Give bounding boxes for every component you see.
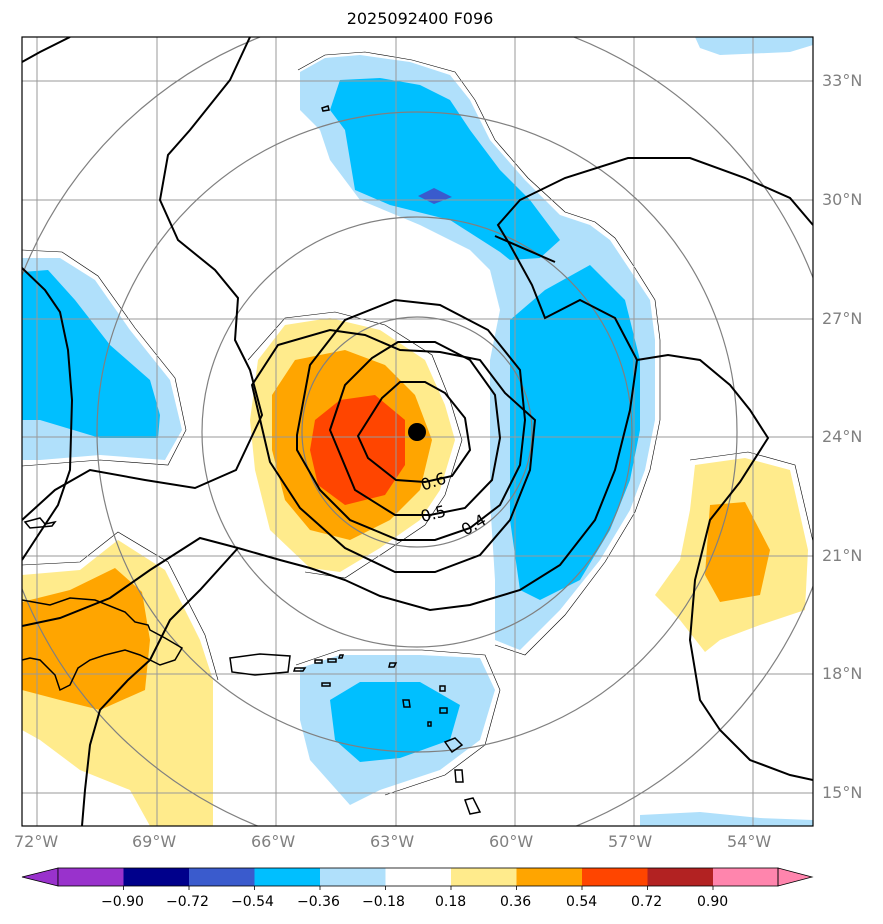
colorbar-swatch-4 bbox=[254, 868, 320, 886]
negative-core-south bbox=[330, 682, 460, 762]
contour-0-2 bbox=[22, 37, 264, 521]
lat-tick-label: 21°N bbox=[822, 546, 863, 565]
colorbar-swatch-2 bbox=[123, 868, 189, 886]
colorbar bbox=[21, 867, 814, 890]
colorbar-label: 0.18 bbox=[435, 894, 467, 910]
lon-tick-label: 66°W bbox=[251, 832, 296, 851]
lat-tick-label: 18°N bbox=[822, 664, 863, 683]
colorbar-label: −0.72 bbox=[166, 894, 209, 910]
colorbar-swatch-6 bbox=[385, 868, 451, 886]
negative-core-west bbox=[22, 270, 160, 438]
map-area: 0.6 0.5 0.4 bbox=[22, 37, 813, 826]
lat-tick-label: 30°N bbox=[822, 190, 863, 209]
colorbar-swatch-9 bbox=[582, 868, 648, 886]
colorbar-extend-high bbox=[777, 867, 814, 887]
contour-0-6 bbox=[356, 381, 472, 484]
hispaniola-coast bbox=[22, 597, 184, 692]
colorbar-swatch-5 bbox=[320, 868, 386, 886]
colorbar-label: −0.36 bbox=[297, 894, 340, 910]
map-title: 2025092400 F096 bbox=[346, 9, 494, 28]
positive-max-center bbox=[310, 395, 405, 505]
negative-anomaly-southeast bbox=[640, 812, 813, 826]
range-rings bbox=[22, 37, 813, 826]
coastlines bbox=[22, 105, 482, 815]
colorbar-swatch-3 bbox=[189, 868, 255, 886]
colorbar-label: 0.90 bbox=[697, 894, 729, 910]
colorbar-label: −0.54 bbox=[231, 894, 274, 910]
negative-anomaly-northeast bbox=[695, 37, 813, 55]
gridlines bbox=[22, 37, 813, 826]
colorbar-label: −0.90 bbox=[101, 894, 144, 910]
colorbar-label: −0.18 bbox=[362, 894, 405, 910]
negative-core-north bbox=[330, 78, 560, 260]
contour-0-3 bbox=[250, 328, 537, 573]
lat-tick-label: 24°N bbox=[822, 427, 863, 446]
colorbar-label: 0.72 bbox=[631, 894, 663, 910]
colorbar-swatch-10 bbox=[647, 868, 713, 886]
storm-center-dot-icon bbox=[408, 423, 426, 441]
lon-tick-label: 63°W bbox=[370, 832, 415, 851]
map-frame bbox=[21, 36, 814, 827]
negative-core-east bbox=[510, 265, 640, 600]
colorbar-swatch-1 bbox=[58, 868, 124, 886]
lat-tick-label: 27°N bbox=[822, 309, 863, 328]
contour-0-4 bbox=[296, 298, 527, 541]
colorbar-label: 0.36 bbox=[500, 894, 532, 910]
positive-core-east bbox=[705, 502, 770, 602]
thick-contours bbox=[22, 37, 813, 826]
colorbar-extend-low bbox=[21, 867, 59, 887]
colorbar-swatch-7 bbox=[451, 868, 517, 886]
colorbar-label: 0.54 bbox=[566, 894, 598, 910]
lon-tick-label: 57°W bbox=[608, 832, 653, 851]
colorbar-swatch-11 bbox=[713, 868, 778, 886]
lat-tick-label: 33°N bbox=[822, 71, 863, 90]
contour-0-5 bbox=[328, 341, 502, 516]
puerto-rico-coast bbox=[229, 653, 291, 676]
colorbar-swatch-8 bbox=[516, 868, 582, 886]
lat-tick-label: 15°N bbox=[822, 783, 863, 802]
lon-tick-label: 54°W bbox=[727, 832, 772, 851]
lon-tick-label: 72°W bbox=[14, 832, 59, 851]
lon-tick-label: 69°W bbox=[132, 832, 177, 851]
lon-tick-label: 60°W bbox=[489, 832, 534, 851]
